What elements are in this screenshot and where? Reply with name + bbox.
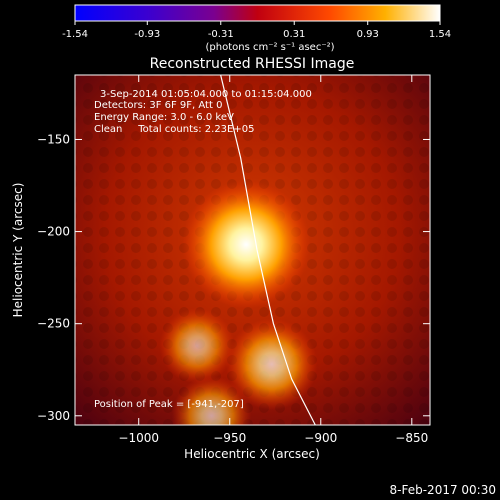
x-axis-label: Heliocentric X (arcsec) [184,447,320,461]
bright-source [225,318,318,410]
x-tick-label: −850 [395,431,428,445]
x-tick-label: −950 [213,431,246,445]
x-tick-label: −1000 [118,431,159,445]
heatmap-image [75,75,430,425]
bright-source [159,308,235,384]
bright-source [182,180,311,309]
annotation-energy-range: Energy Range: 3.0 - 6.0 keV [94,112,234,123]
x-axis-ticks: −1000 −950 −900 −850 [118,75,428,445]
chart-title: Reconstructed RHESSI Image [150,56,355,72]
plot-frame [74,74,431,426]
y-axis-ticks: −150 −200 −250 −300 [37,132,430,423]
colorbar-tick-label: 0.93 [357,29,379,40]
colorbar-tick-label: 0.31 [283,29,305,40]
y-axis-label: Heliocentric Y (arcsec) [11,183,25,318]
colorbar-tick-label: 1.54 [429,29,451,40]
x-tick-label: −900 [304,431,337,445]
y-tick-label: −150 [37,132,70,146]
y-tick-label: −250 [37,317,70,331]
colorbar-tick-label: -0.31 [208,29,234,40]
colorbar-unit-label: (photons cm⁻² s⁻¹ asec⁻²) [205,42,334,53]
footer-timestamp: 8-Feb-2017 00:30 [390,483,496,497]
y-tick-label: −300 [37,409,70,423]
annotation-time-range: 3-Sep-2014 01:05:04.000 to 01:15:04.000 [100,89,312,100]
colorbar-tick-label: -1.54 [62,29,88,40]
colorbar-ticks: -1.54 -0.93 -0.31 0.31 0.93 1.54 [62,21,451,40]
bright-source [171,376,252,425]
colorbar-tick-label: -0.93 [134,29,160,40]
peak-position-label: Position of Peak = [-941,-207] [94,399,244,410]
annotation-detectors: Detectors: 3F 6F 9F, Att 0 [94,100,222,111]
solar-limb-curve [220,75,316,425]
colorbar-gradient [74,4,441,22]
annotation-clean-counts: Clean Total counts: 2.23E+05 [94,124,254,135]
y-tick-label: −200 [37,225,70,239]
